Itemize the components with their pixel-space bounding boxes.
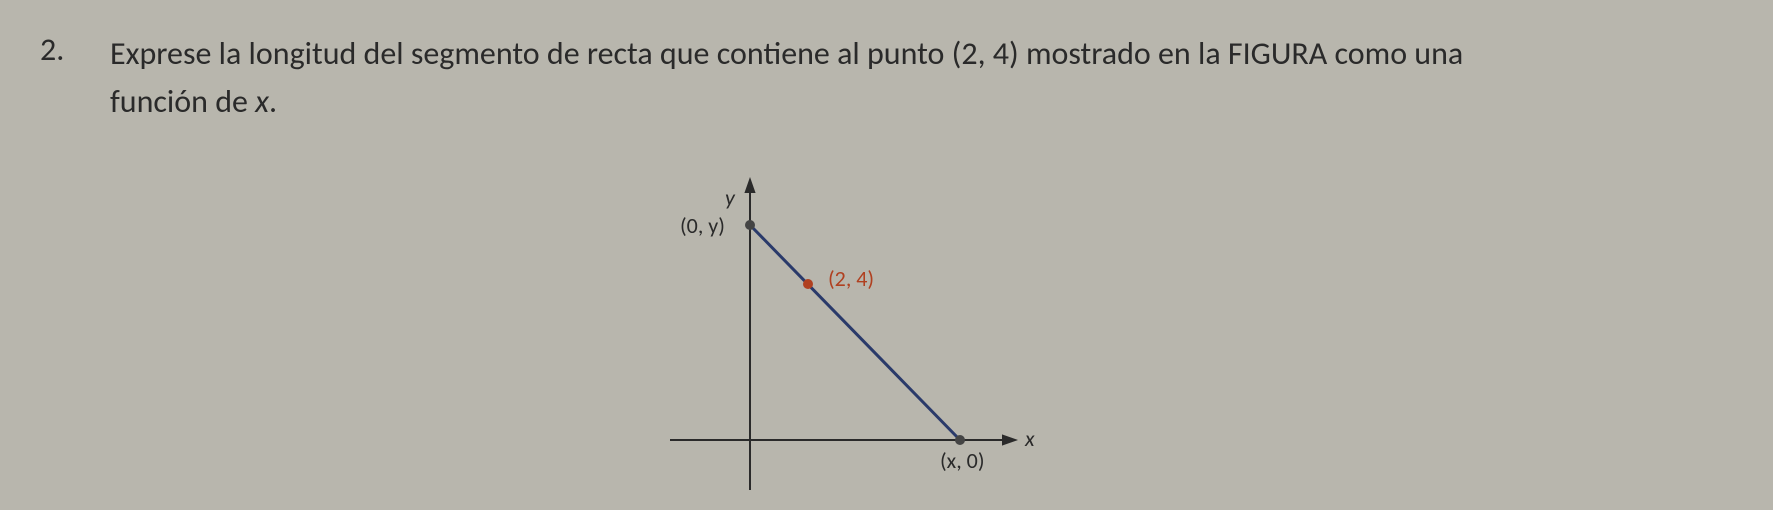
question-number: 2.: [40, 30, 64, 69]
question-text: Exprese la longitud del segmento de rect…: [110, 30, 1733, 126]
question-container: 2. Exprese la longitud del segmento de r…: [40, 30, 1733, 126]
p1-label: (0, y): [680, 212, 725, 239]
endpoint-p2: [955, 435, 965, 445]
y-axis-arrow: [744, 177, 755, 193]
segment-line: [750, 225, 960, 440]
question-var-x: x: [255, 82, 269, 121]
segment-group: (0, y) (x, 0) (2, 4): [680, 212, 984, 474]
mid-label: (2, 4): [828, 265, 874, 292]
figure-container: y x (0, y) (x, 0) (2, 4): [640, 175, 1140, 495]
endpoint-p1: [745, 220, 755, 230]
question-line2-part2: .: [269, 82, 277, 121]
question-line2-part1: función de: [110, 82, 255, 121]
x-axis-label: x: [1024, 425, 1035, 452]
x-axis-arrow: [1002, 434, 1018, 445]
p2-label: (x, 0): [940, 447, 984, 474]
midpoint-dot: [803, 279, 813, 289]
question-line1: Exprese la longitud del segmento de rect…: [110, 34, 1463, 73]
y-axis-label: y: [725, 184, 736, 211]
figure-svg: y x (0, y) (x, 0) (2, 4): [640, 175, 1140, 495]
